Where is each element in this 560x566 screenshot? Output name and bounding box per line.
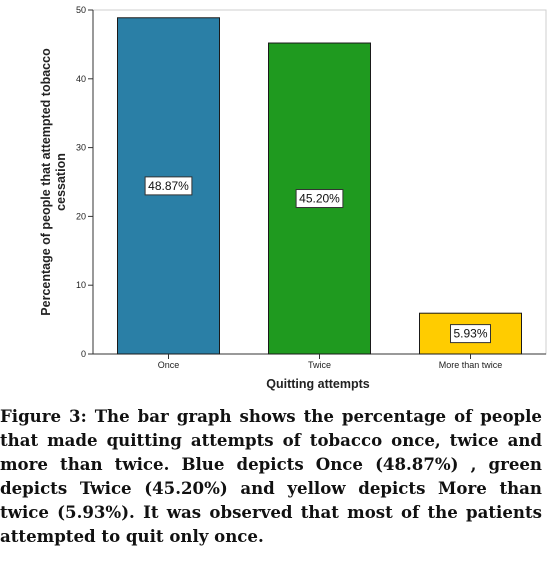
y-tick-label: 40 (76, 74, 86, 84)
x-tick-label: Twice (308, 360, 331, 370)
y-tick-label: 20 (76, 211, 86, 221)
data-label: 5.93% (453, 327, 487, 341)
data-label-box (295, 189, 344, 209)
y-axis-title-line-2: cessation (54, 153, 68, 211)
x-tick-label: More than twice (439, 360, 503, 370)
x-tick-label: Once (158, 360, 180, 370)
data-label-box (144, 176, 193, 196)
x-axis-title: Quitting attempts (266, 377, 370, 391)
y-axis-title-line-1: Percentage of people that attempted toba… (39, 48, 53, 316)
y-tick-label: 50 (76, 5, 86, 15)
y-tick-label: 30 (76, 143, 86, 153)
y-axis-ticks: 0 10 20 30 40 50 (76, 5, 93, 359)
bar-chart: 0 10 20 30 40 50 48.87% 45.20% 5.93% Once Twice M… (39, 5, 547, 391)
data-label: 48.87% (148, 179, 189, 193)
y-tick-label: 10 (76, 280, 86, 290)
bars-group: 48.87% 45.20% 5.93% (117, 17, 522, 355)
data-label-box (450, 324, 491, 344)
figure-caption: Figure 3: The bar graph shows the percen… (0, 406, 542, 546)
y-tick-label: 0 (81, 349, 86, 359)
data-label: 45.20% (299, 192, 340, 206)
x-axis-ticks: Once Twice More than twice (158, 354, 503, 370)
